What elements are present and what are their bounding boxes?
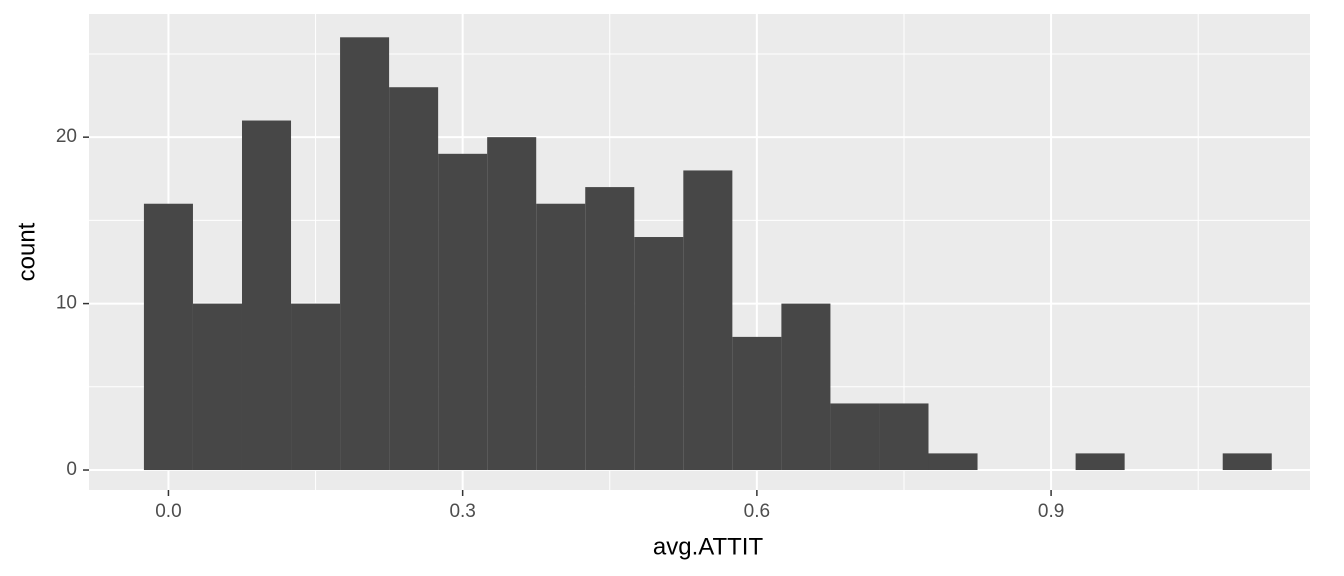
x-tick-label: 0.6 xyxy=(744,501,770,522)
bar xyxy=(928,453,978,471)
bar xyxy=(389,87,439,471)
bar xyxy=(291,303,341,471)
bar xyxy=(781,303,831,471)
bar xyxy=(487,137,537,471)
x-axis-title: avg.ATTIT xyxy=(653,533,764,560)
bar xyxy=(536,203,586,471)
bar xyxy=(1222,453,1272,471)
x-tick-label: 0.0 xyxy=(155,501,181,522)
bar xyxy=(241,120,292,471)
y-tick-label: 10 xyxy=(56,293,77,314)
y-tick-label: 0 xyxy=(66,459,77,480)
bar xyxy=(192,303,242,471)
bar xyxy=(683,170,733,471)
bar xyxy=(732,336,782,471)
bar xyxy=(1075,453,1125,471)
bar xyxy=(143,203,193,471)
bar xyxy=(879,403,929,471)
y-tick-label: 20 xyxy=(56,126,77,147)
bar xyxy=(585,187,635,471)
bar xyxy=(438,153,488,471)
bar xyxy=(634,237,684,471)
y-axis-title: count xyxy=(13,222,40,281)
x-tick-label: 0.9 xyxy=(1038,501,1064,522)
x-tick-label: 0.3 xyxy=(449,501,475,522)
bar xyxy=(830,403,880,471)
bar xyxy=(340,37,390,471)
